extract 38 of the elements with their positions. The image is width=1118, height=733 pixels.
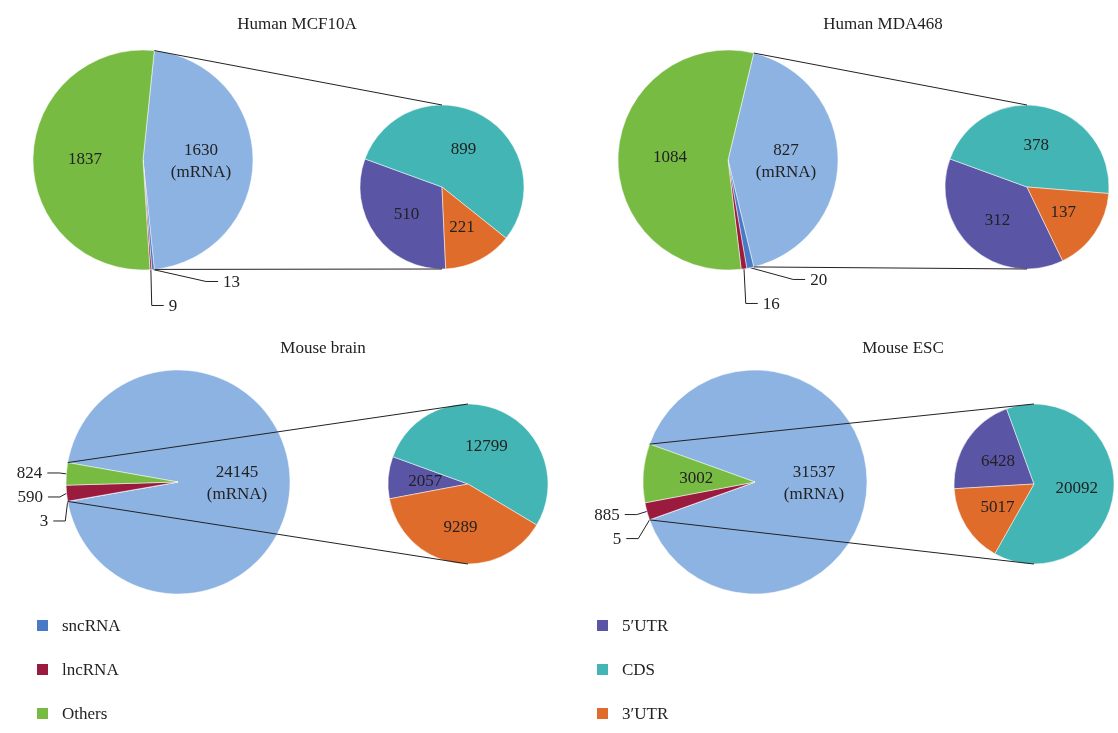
legend-label: 5′UTR bbox=[622, 616, 669, 635]
data-label: 590 bbox=[17, 487, 43, 507]
data-label: 16 bbox=[762, 293, 780, 313]
data-label: 31537 (mRNA) bbox=[783, 461, 845, 503]
data-label: 20092 bbox=[1055, 477, 1099, 497]
data-label: 24145 (mRNA) bbox=[206, 461, 268, 503]
data-label: 510 bbox=[393, 203, 420, 223]
data-label: 312 bbox=[984, 210, 1011, 230]
data-label: 1630 (mRNA) bbox=[170, 139, 232, 181]
data-label: 3 bbox=[39, 511, 49, 531]
data-label: 137 bbox=[1050, 202, 1077, 222]
chart-title: Mouse brain bbox=[280, 338, 367, 357]
data-label: 824 bbox=[16, 463, 43, 483]
data-label: 2057 bbox=[408, 471, 443, 491]
data-label: 1837 bbox=[68, 149, 103, 169]
data-label: 1084 bbox=[653, 147, 688, 167]
data-label: 378 bbox=[1023, 134, 1050, 154]
legend-label: lncRNA bbox=[62, 660, 120, 679]
data-label: 827 (mRNA) bbox=[755, 139, 817, 181]
data-label: 13 bbox=[223, 271, 241, 291]
legend-label: CDS bbox=[622, 660, 656, 679]
data-label: 3002 bbox=[679, 467, 714, 487]
data-label: 899 bbox=[450, 139, 477, 159]
data-label: 885 bbox=[594, 505, 620, 525]
data-label: 20 bbox=[810, 269, 828, 289]
data-label: 6428 bbox=[981, 450, 1016, 470]
legend-label: 3′UTR bbox=[622, 704, 669, 723]
data-label: 9 bbox=[168, 295, 178, 315]
text: Mouse ESC bbox=[862, 338, 944, 357]
text: Human MDA468 bbox=[823, 14, 943, 33]
data-label: 5 bbox=[612, 529, 622, 549]
text: Human MCF10A bbox=[237, 14, 358, 33]
legend-label: Others bbox=[62, 704, 108, 723]
legend-label: sncRNA bbox=[62, 616, 122, 635]
data-label: 221 bbox=[449, 216, 475, 236]
data-label: 9289 bbox=[443, 516, 478, 536]
data-label: 5017 bbox=[980, 497, 1016, 517]
data-label: 12799 bbox=[465, 435, 508, 455]
